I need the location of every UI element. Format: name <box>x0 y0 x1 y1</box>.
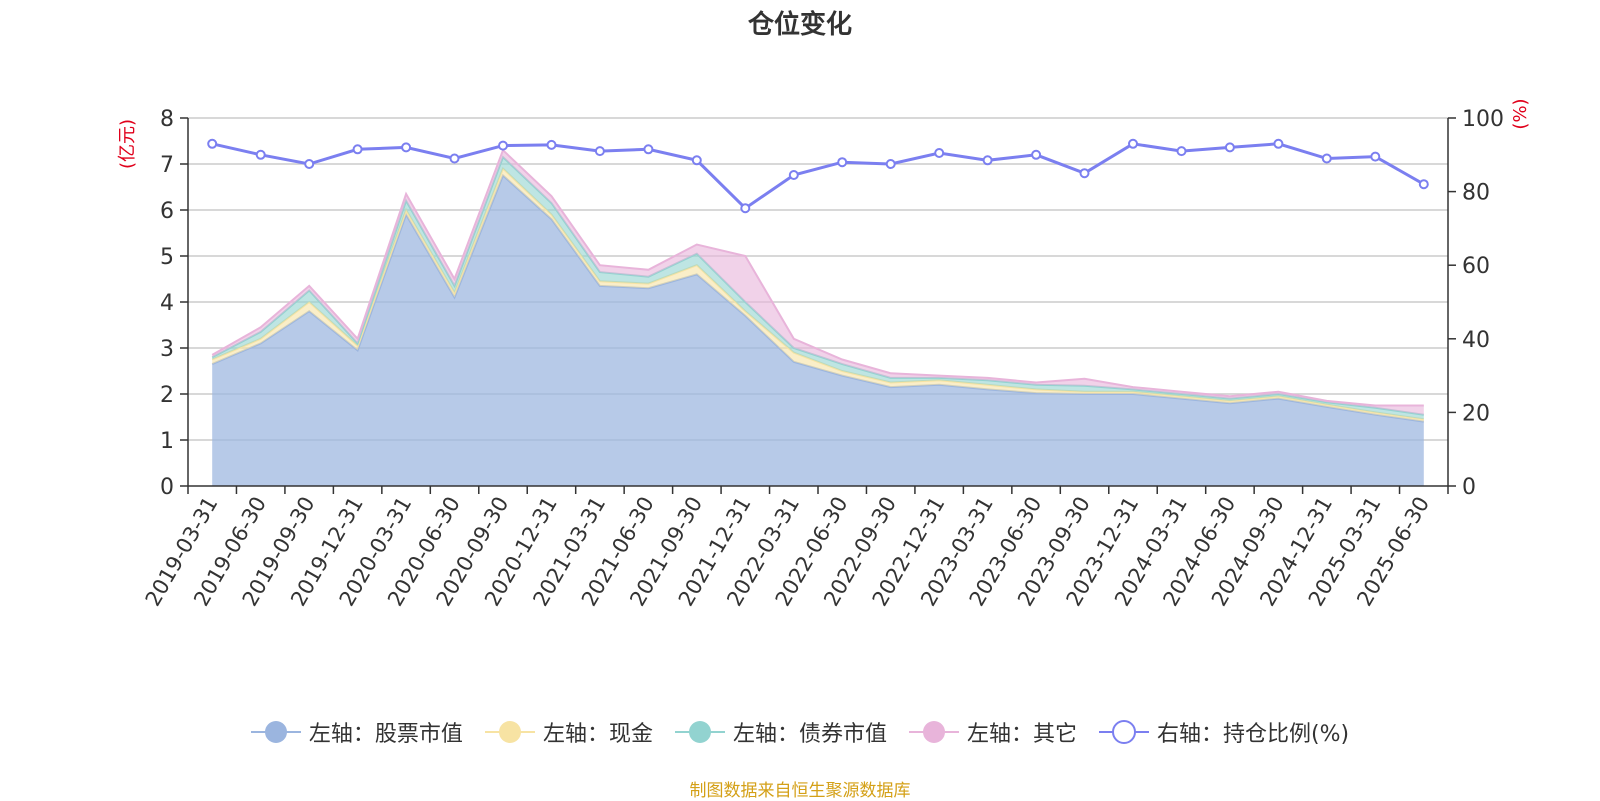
ratio-point <box>740 203 751 214</box>
legend-item[interactable]: 左轴：股票市值 <box>250 716 463 748</box>
area-edge-other <box>211 148 1424 407</box>
left-tick-label: 7 <box>160 153 174 178</box>
ratio-point <box>982 155 993 166</box>
ratio-point <box>546 139 557 150</box>
legend-item[interactable]: 左轴：债券市值 <box>674 716 887 748</box>
legend-label: 左轴：其它 <box>966 722 1077 747</box>
right-tick-label: 20 <box>1462 401 1490 426</box>
ratio-point <box>1079 168 1090 179</box>
ratio-point <box>1031 149 1042 160</box>
right-tick-label: 0 <box>1462 475 1476 500</box>
ratio-point <box>1176 146 1187 157</box>
right-tick-label: 60 <box>1462 254 1490 279</box>
legend-swatch <box>674 721 725 743</box>
ratio-line <box>211 142 1425 211</box>
ratio-point <box>885 159 896 169</box>
ratio-point <box>498 140 508 151</box>
legend-label: 左轴：现金 <box>542 722 653 747</box>
legend-swatch <box>484 721 535 743</box>
ratio-point <box>643 144 654 155</box>
legend-label: 左轴：债券市值 <box>732 722 887 747</box>
right-tick-label: 80 <box>1462 181 1490 206</box>
right-tick-label: 100 <box>1462 107 1504 132</box>
ratio-point <box>352 144 363 155</box>
left-tick-label: 3 <box>160 337 174 362</box>
legend-item[interactable]: 左轴：其它 <box>908 716 1077 748</box>
legend-swatch <box>250 721 301 743</box>
ratio-point <box>1321 153 1332 164</box>
legend-item[interactable]: 右轴：持仓比例(%) <box>1098 716 1350 748</box>
ratio-point <box>255 149 266 160</box>
ratio-point <box>1370 151 1381 162</box>
area-stock <box>212 175 1424 486</box>
ratio-point <box>837 157 848 168</box>
legend-item[interactable]: 左轴：现金 <box>484 716 653 748</box>
left-tick-label: 6 <box>160 199 174 224</box>
left-tick-label: 2 <box>160 383 174 408</box>
left-axis-unit: (亿元) <box>117 119 138 169</box>
ratio-point <box>1224 142 1235 153</box>
area-bond <box>212 157 1424 420</box>
chart-legend: 左轴：股票市值 左轴：现金 左轴：债券市值 左轴：其它 右轴：持仓比例(%) <box>0 716 1600 748</box>
ratio-point <box>449 153 460 164</box>
left-tick-label: 1 <box>160 429 174 454</box>
right-axis-unit: (%) <box>1510 98 1531 129</box>
ratio-point <box>594 146 605 157</box>
ratio-point <box>1128 138 1138 149</box>
left-tick-label: 0 <box>160 475 174 500</box>
ratio-point <box>1418 179 1429 190</box>
source-note: 制图数据来自恒生聚源数据库 <box>689 781 911 801</box>
area-cash <box>212 168 1424 422</box>
chart-title: 仓位变化 <box>747 10 852 40</box>
ratio-point <box>304 159 315 169</box>
ratio-point <box>934 148 945 158</box>
ratio-point <box>207 138 218 149</box>
ratio-point <box>1273 138 1284 149</box>
ratio-point <box>401 142 412 153</box>
ratio-point <box>788 170 799 180</box>
legend-swatch <box>908 721 959 743</box>
legend-swatch <box>1098 720 1149 744</box>
legend-label: 左轴：股票市值 <box>308 722 463 747</box>
right-tick-label: 40 <box>1462 328 1490 353</box>
left-tick-label: 5 <box>160 245 174 270</box>
left-tick-label: 8 <box>160 107 174 132</box>
ratio-point <box>691 155 702 166</box>
left-tick-label: 4 <box>160 291 174 316</box>
legend-label: 右轴：持仓比例(%) <box>1156 722 1350 747</box>
area-other <box>212 150 1424 415</box>
